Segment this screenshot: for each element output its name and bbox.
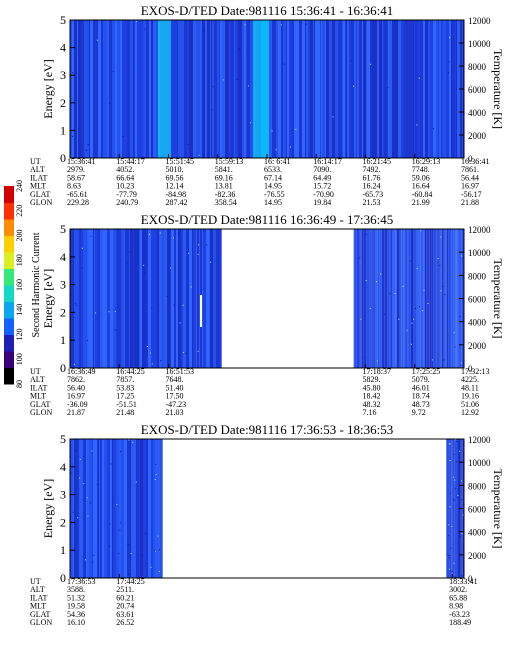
y-tick-label: 2 — [60, 515, 66, 529]
y2-tick-label: 8000 — [468, 481, 487, 491]
panel-3: EXOS-D/TED Date:981116 17:36:53 - 18:36:… — [30, 422, 505, 627]
colorbar-tick: 140 — [15, 304, 24, 316]
colorbar-tick: 80 — [15, 380, 24, 388]
y2-tick-label: 6000 — [468, 85, 487, 95]
tick-value-glon: 14.95 — [264, 198, 282, 207]
tick-value-glon: 229.28 — [67, 198, 89, 207]
y2-tick-label: 4000 — [468, 318, 487, 328]
y2-tick-label: 8000 — [468, 271, 487, 281]
colorbar-tick: 220 — [15, 205, 24, 217]
y-tick-label: 1 — [60, 543, 66, 557]
y2-axis-label: Temperature [K] — [491, 468, 505, 548]
y-tick-label: 5 — [60, 432, 66, 446]
data-artifact — [200, 295, 202, 327]
y-tick-label: 2 — [60, 305, 66, 319]
row-label-glon: GLON — [30, 408, 52, 417]
colorbar-swatch — [4, 203, 14, 220]
data-coverage — [70, 229, 222, 368]
y2-tick-label: 4000 — [468, 108, 487, 118]
y2-axis-label: Temperature [K] — [491, 258, 505, 338]
y2-tick-label: 4000 — [468, 528, 487, 538]
y-tick-label: 4 — [60, 41, 66, 55]
tick-value-glon: 9.72 — [412, 408, 426, 417]
data-coverage — [70, 20, 464, 158]
y2-tick-label: 12000 — [468, 16, 491, 26]
colorbar-tick: 200 — [15, 230, 24, 242]
colorbar-tick: 160 — [15, 279, 24, 291]
data-coverage — [354, 229, 464, 368]
y-tick-label: 0 — [60, 361, 66, 375]
colorbar-swatch — [4, 285, 14, 302]
tick-value-glon: 16.10 — [67, 618, 85, 627]
colorbar-swatch — [4, 318, 14, 335]
tick-value-glon: 21.53 — [363, 198, 381, 207]
y-tick-label: 4 — [60, 460, 66, 474]
panel-title: EXOS-D/TED Date:981116 16:36:49 - 17:36:… — [141, 212, 394, 227]
colorbar-label: Second Harmonic Current — [31, 232, 42, 337]
tick-value-glon: 287.42 — [166, 198, 188, 207]
y2-tick-label: 6000 — [468, 505, 487, 515]
colorbar-swatch — [4, 252, 14, 269]
y-tick-label: 3 — [60, 488, 66, 502]
y2-tick-label: 10000 — [468, 248, 491, 258]
y-axis-label: Energy [eV] — [41, 59, 55, 118]
y2-tick-label: 2000 — [468, 551, 487, 561]
y-tick-label: 5 — [60, 13, 66, 27]
tick-value-glon: 19.84 — [313, 198, 331, 207]
colorbar-swatch — [4, 335, 14, 352]
y2-axis-label: Temperature [K] — [491, 49, 505, 129]
y-tick-label: 0 — [60, 571, 66, 585]
y2-tick-label: 8000 — [468, 62, 487, 72]
y2-tick-label: 12000 — [468, 225, 491, 235]
y2-tick-label: 6000 — [468, 295, 487, 305]
tick-value-glon: 240.79 — [116, 198, 138, 207]
y-tick-label: 2 — [60, 96, 66, 110]
colorbar-tick: 180 — [15, 254, 24, 266]
y-tick-label: 1 — [60, 333, 66, 347]
panel-2: EXOS-D/TED Date:981116 16:36:49 - 17:36:… — [30, 212, 505, 417]
y2-tick-label: 10000 — [468, 39, 491, 49]
y2-tick-label: 2000 — [468, 131, 487, 141]
y-tick-label: 3 — [60, 278, 66, 292]
tick-value-glon: 21.03 — [166, 408, 184, 417]
tick-value-glon: 358.54 — [215, 198, 237, 207]
tick-value-glon: 21.99 — [412, 198, 430, 207]
panel-title: EXOS-D/TED Date:981116 17:36:53 - 18:36:… — [141, 422, 394, 437]
row-label-glon: GLON — [30, 198, 52, 207]
data-coverage — [70, 439, 163, 578]
tick-value-glon: 7.16 — [363, 408, 377, 417]
tick-value-glon: 21.48 — [116, 408, 134, 417]
colorbar-swatch — [4, 368, 14, 385]
panel-title: EXOS-D/TED Date:981116 15:36:41 - 16:36:… — [141, 3, 394, 18]
y2-tick-label: 2000 — [468, 341, 487, 351]
tick-value-glon: 21.88 — [461, 198, 479, 207]
y-tick-label: 3 — [60, 68, 66, 82]
tick-value-glon: 26.52 — [116, 618, 134, 627]
colorbar-swatch — [4, 269, 14, 286]
panel-1: EXOS-D/TED Date:981116 15:36:41 - 16:36:… — [30, 3, 505, 207]
tick-value-glon: 12.92 — [461, 408, 479, 417]
row-label-glon: GLON — [30, 618, 52, 627]
colorbar-swatch — [4, 219, 14, 236]
y-tick-label: 5 — [60, 222, 66, 236]
y2-tick-label: 12000 — [468, 435, 491, 445]
colorbar-swatch — [4, 236, 14, 253]
tick-value-glon: 21.87 — [67, 408, 85, 417]
y2-tick-label: 10000 — [468, 458, 491, 468]
y-axis-label: Energy [eV] — [41, 269, 55, 328]
tick-value-glon: 188.49 — [449, 618, 471, 627]
y-tick-label: 4 — [60, 250, 66, 264]
y-tick-label: 1 — [60, 123, 66, 137]
colorbar-tick: 240 — [15, 180, 24, 192]
colorbar-tick: 100 — [15, 353, 24, 365]
y-tick-label: 0 — [60, 151, 66, 165]
colorbar-tick: 120 — [15, 329, 24, 341]
colorbar-swatch — [4, 186, 14, 203]
colorbar: 80 100 120 140 160 180 200 220 240 Second Harmoni… — [4, 180, 42, 388]
colorbar-swatch — [4, 302, 14, 319]
colorbar-swatch — [4, 351, 14, 368]
y-axis-label: Energy [eV] — [41, 479, 55, 538]
